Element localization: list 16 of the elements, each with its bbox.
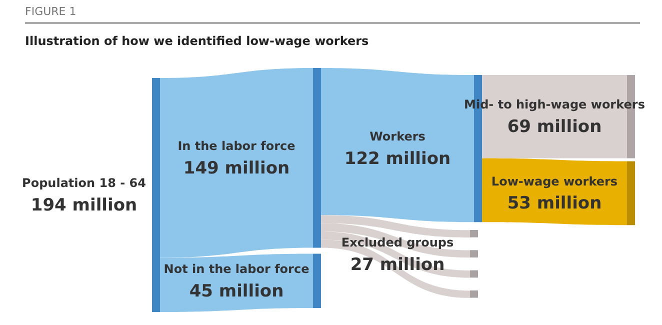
- text: FIGURE 1: [25, 4, 76, 18]
- data-label: 27 million: [350, 254, 445, 275]
- data-label: 194 million: [30, 195, 138, 216]
- text: Illustration of how we identified low-wage workers: [25, 34, 369, 48]
- category-label: In the labor force: [178, 138, 296, 153]
- category-label: Population 18 - 64: [22, 176, 146, 190]
- data-label: 69 million: [507, 117, 602, 138]
- category-label: Low-wage workers: [491, 174, 618, 188]
- data-label: 149 million: [183, 158, 290, 178]
- data-label: 45 million: [189, 281, 284, 302]
- category-label: Excluded groups: [341, 236, 454, 250]
- data-label: 53 million: [507, 194, 602, 214]
- category-label: Mid- to high-wage workers: [464, 98, 645, 112]
- data-label: 122 million: [344, 149, 451, 169]
- category-label: Not in the labor force: [164, 262, 310, 276]
- category-label: Workers: [370, 130, 426, 144]
